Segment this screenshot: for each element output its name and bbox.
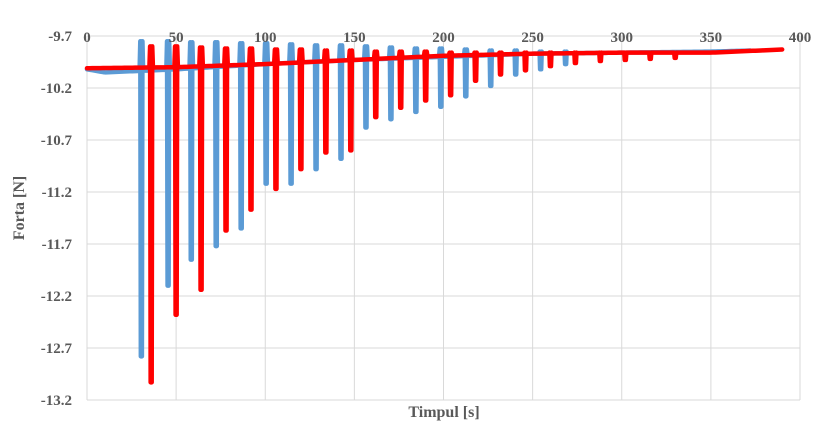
x-tick-label: 400 [789, 30, 812, 46]
series-line [84, 44, 785, 385]
x-tick-label: 350 [700, 30, 723, 46]
data-series [84, 38, 785, 385]
y-tick-label: -11.2 [42, 185, 72, 201]
x-tick-label: 50 [169, 30, 184, 46]
x-axis-tick-labels: 0 50 100 150 200 250 300 350 400 [83, 30, 811, 46]
x-tick-label: 200 [432, 30, 455, 46]
x-tick-label: 100 [254, 30, 277, 46]
x-tick-label: 0 [83, 30, 91, 46]
series-2 [84, 44, 785, 385]
x-tick-label: 300 [611, 30, 634, 46]
y-tick-label: -10.7 [41, 133, 73, 149]
y-axis-title: Forta [N] [11, 176, 28, 240]
gridlines [86, 35, 801, 401]
x-tick-label: 150 [343, 30, 366, 46]
y-tick-label: -9.7 [48, 29, 72, 45]
y-tick-label: -13.2 [41, 393, 72, 409]
y-tick-label: -11.7 [42, 237, 73, 253]
x-tick-label: 250 [521, 30, 544, 46]
y-tick-label: -10.2 [41, 81, 72, 97]
x-axis-title: Timpul [s] [408, 404, 479, 421]
y-axis-tick-labels: -9.7 -10.2 -10.7 -11.2 -11.7 -12.2 -12.7 -13.2 [41, 29, 73, 409]
y-tick-label: -12.7 [41, 341, 73, 357]
y-tick-label: -12.2 [41, 289, 72, 305]
